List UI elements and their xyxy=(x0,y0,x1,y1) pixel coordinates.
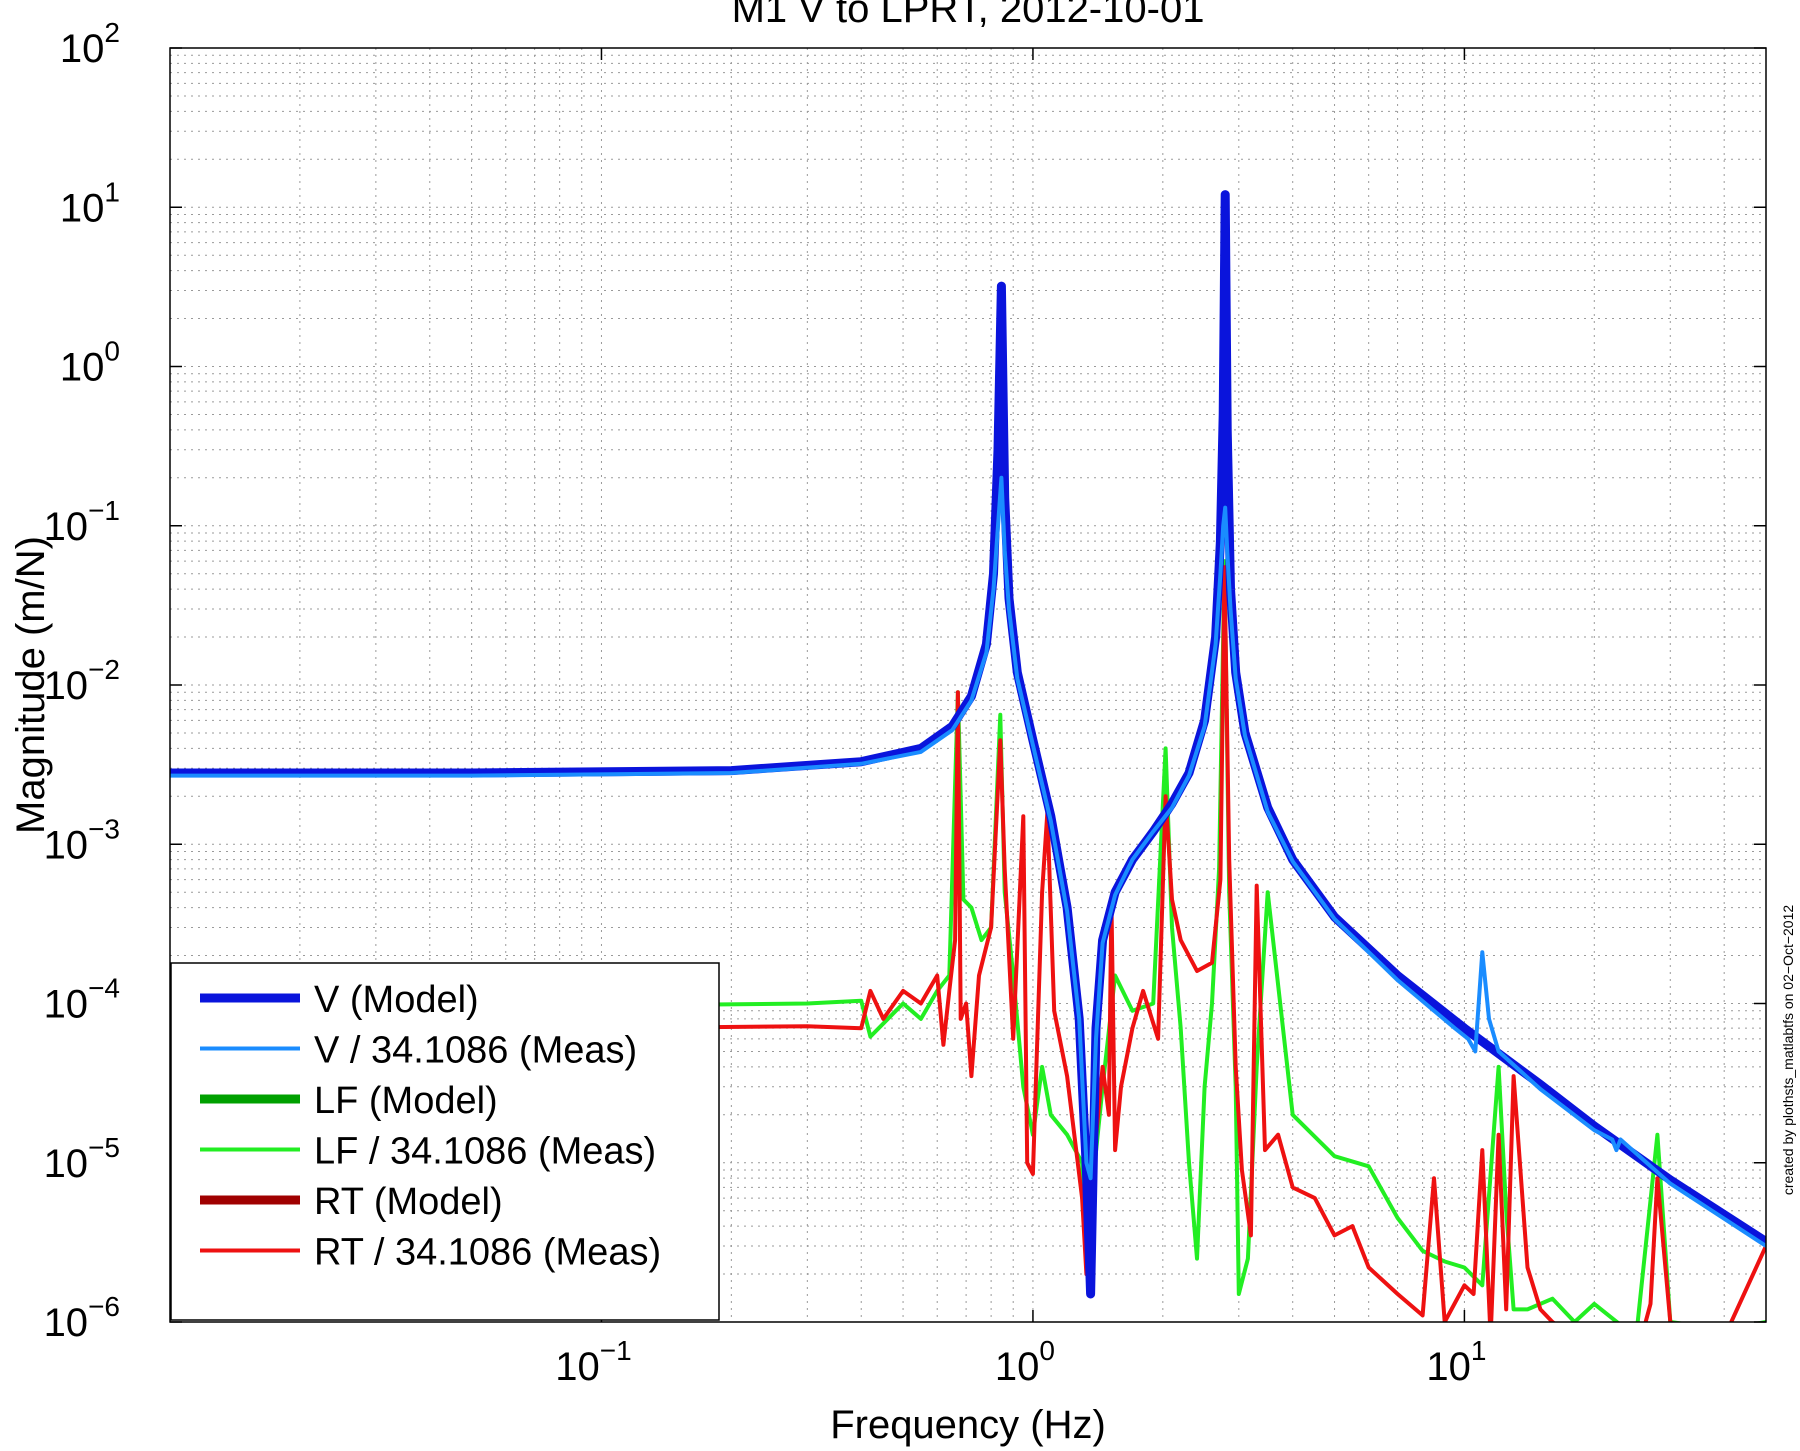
y-tick-label: 102 xyxy=(60,17,120,71)
y-tick-label: 10−2 xyxy=(44,654,120,708)
y-tick-label: 10−6 xyxy=(44,1291,120,1345)
y-axis-label: Magnitude (m/N) xyxy=(9,536,53,834)
x-tick-label: 101 xyxy=(1426,1335,1486,1389)
series-line-1 xyxy=(170,475,1766,1248)
legend-entry-label: V (Model) xyxy=(314,979,479,1021)
series-line-5 xyxy=(170,565,1766,1322)
x-tick-label: 100 xyxy=(995,1335,1055,1389)
y-tick-label: 10−4 xyxy=(44,973,120,1027)
y-tick-label: 10−3 xyxy=(44,813,120,867)
side-note: created by plothsts_matlabtfs on 02−Oct−… xyxy=(1780,905,1796,1196)
legend-box xyxy=(170,962,720,1321)
legend-entry-label: V / 34.1086 (Meas) xyxy=(314,1030,637,1072)
series-line-3 xyxy=(170,559,1766,1322)
y-tick-label: 101 xyxy=(60,176,120,230)
legend-entry-label: RT / 34.1086 (Meas) xyxy=(314,1232,661,1274)
plot-series xyxy=(170,190,1766,1322)
y-tick-label: 10−1 xyxy=(44,495,120,549)
y-tick-label: 100 xyxy=(60,336,120,390)
x-tick-label: 10−1 xyxy=(555,1335,631,1389)
chart-title: M1 V to LPRT, 2012-10-01 xyxy=(732,0,1205,31)
axis-ticks: 10−1 100 101 10−6 10−5 10−4 10−3 10−2 10−1 100 101… xyxy=(44,17,1766,1389)
legend-entry-label: LF (Model) xyxy=(314,1080,498,1122)
legend: V (Model) V / 34.1086 (Meas) LF (Model) LF … xyxy=(170,962,720,1321)
y-tick-label: 10−5 xyxy=(44,1132,120,1186)
legend-entry-label: LF / 34.1086 (Meas) xyxy=(314,1131,656,1173)
x-axis-label: Frequency (Hz) xyxy=(830,1403,1106,1447)
legend-entry-label: RT (Model) xyxy=(314,1181,503,1223)
